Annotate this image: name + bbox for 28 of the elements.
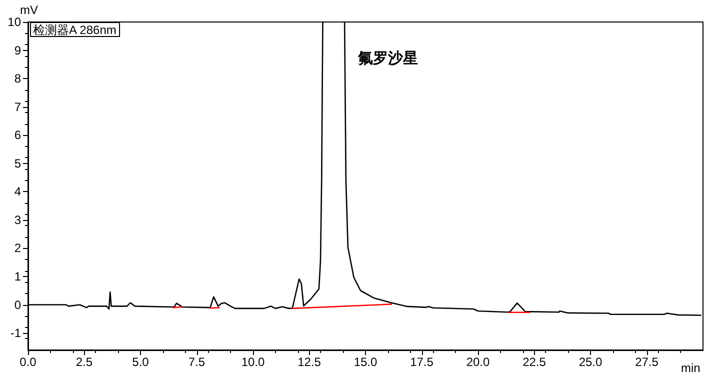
x-tick-label: 0.0 — [20, 355, 37, 369]
y-tick-label: 4 — [14, 184, 22, 199]
x-tick-label: 2.5 — [76, 355, 93, 369]
y-tick-label: 3 — [14, 212, 22, 227]
y-tick-label: 6 — [14, 128, 22, 142]
x-tick-label: 7.5 — [188, 355, 206, 369]
y-tick-label: 7 — [14, 100, 22, 114]
x-tick-label: 5.0 — [132, 355, 150, 369]
y-tick-label: 2 — [14, 241, 22, 256]
x-tick-label: 15.0 — [354, 355, 378, 369]
x-tick-label: 17.5 — [410, 355, 434, 369]
y-tick-label: 5 — [14, 156, 22, 170]
y-tick-label: 9 — [14, 43, 22, 58]
y-tick-label: 1 — [14, 269, 22, 284]
x-tick-label: 10.0 — [241, 355, 265, 369]
annotation: 氟罗沙星 — [357, 50, 418, 67]
x-tick-label: 20.0 — [466, 355, 490, 369]
y-axis-title: mV — [20, 3, 38, 18]
y-tick-label: 10 — [8, 15, 22, 29]
x-axis-title: min — [681, 361, 700, 375]
x-tick-label: 22.5 — [522, 355, 546, 369]
y-tick-label: 0 — [14, 298, 22, 312]
x-tick-label: 25.0 — [578, 355, 602, 369]
y-tick-label: -1 — [10, 326, 22, 340]
annotation: 检测器A 286nm — [33, 23, 116, 37]
x-tick-label: 27.5 — [635, 355, 659, 369]
x-tick-label: 12.5 — [298, 355, 322, 369]
y-tick-label: 8 — [14, 72, 22, 86]
